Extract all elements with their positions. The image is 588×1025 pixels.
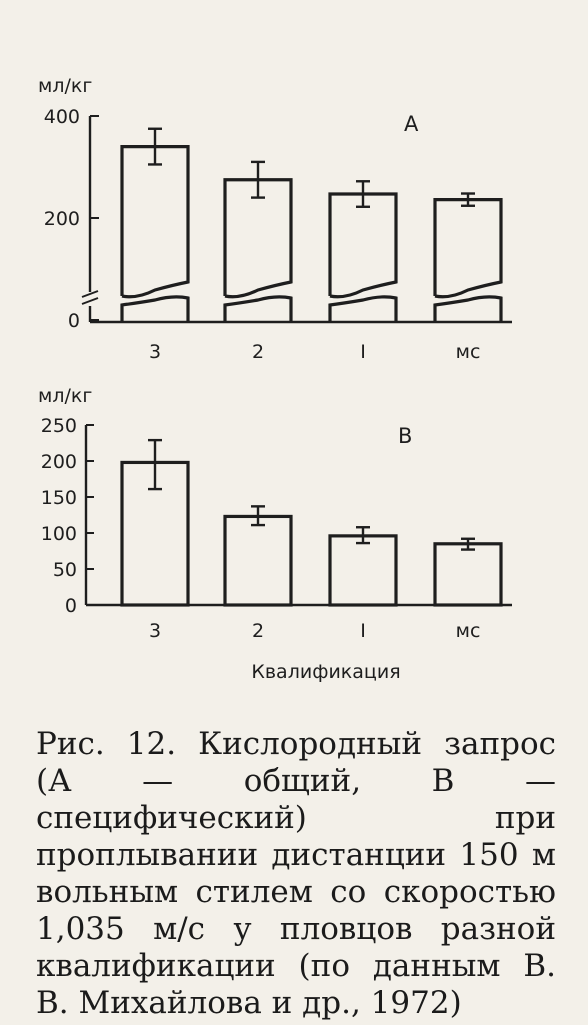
panel-a-bar-upper (223, 178, 293, 299)
panel-a-bar-lower (433, 295, 503, 322)
panel-a-y-tick-label: 400 (44, 106, 80, 128)
panel-a-axis-break-mark (81, 297, 99, 305)
panel-b-y-tick-label: 200 (41, 451, 77, 473)
panel-a-category-label: 2 (252, 341, 264, 363)
panel-b-category-label: 2 (252, 620, 264, 642)
panel-b-y-tick-label: 50 (53, 559, 77, 581)
panel-b-y-tick-label: 150 (41, 487, 77, 509)
panel-b-label: В (398, 424, 412, 448)
panel-b-bar (223, 514, 293, 607)
panel-a-y-tick-label: 200 (44, 208, 80, 230)
figure-caption: Рис. 12. Кислородный запрос (А — общий, … (36, 726, 556, 1021)
panel-a-bar-upper (120, 145, 190, 299)
panel-a-bar-upper (433, 198, 503, 299)
panel-a-category-label: 3 (149, 341, 161, 363)
panel-b-y-tick-label: 0 (65, 595, 77, 617)
panel-b-category-label: 3 (149, 620, 161, 642)
x-axis-label: Квалификация (251, 661, 400, 683)
panel-a-ylabel: мл/кг (38, 75, 92, 97)
panel-a-bar-lower (223, 295, 293, 322)
panel-a-category-label: мс (456, 341, 481, 363)
panel-a-label: А (404, 112, 419, 136)
panel-b-y-tick-label: 100 (41, 523, 77, 545)
panel-b-y-tick-label: 250 (41, 415, 77, 437)
panel-b-bar (433, 542, 503, 607)
panel-b-category-label: I (360, 620, 366, 642)
panel-a-y-tick-label: 0 (68, 310, 80, 332)
panel-a-bar-upper (328, 192, 398, 299)
panel-a-axis-break-mark (81, 290, 99, 298)
panel-b-category-label: мс (456, 620, 481, 642)
panel-b-ylabel: мл/кг (38, 385, 92, 407)
panel-a-category-label: I (360, 341, 366, 363)
panel-a-bar-lower (120, 295, 190, 322)
panel-a-bar-lower (328, 295, 398, 322)
panel-b-bar (328, 534, 398, 607)
